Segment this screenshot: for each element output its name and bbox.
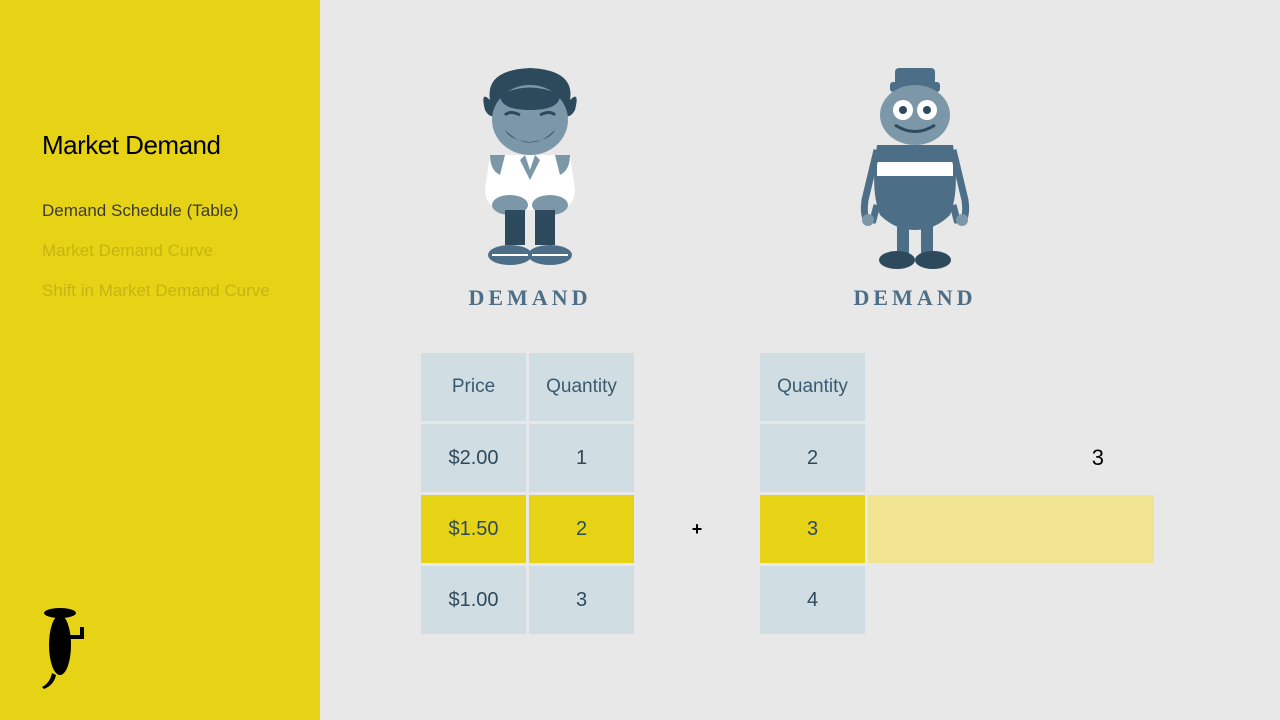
sidebar-title: Market Demand <box>42 130 290 161</box>
logo-icon <box>32 605 92 700</box>
cell-q2: 3 <box>760 495 865 563</box>
table-header-row: Price Quantity Quantity <box>421 353 1154 421</box>
cell-q2: 2 <box>760 424 865 492</box>
cell-price: $2.00 <box>421 424 526 492</box>
sidebar: Market Demand Demand Schedule (Table) Ma… <box>0 0 320 720</box>
cell-q1: 2 <box>529 495 634 563</box>
header-price: Price <box>421 353 526 421</box>
cell-price: $1.50 <box>421 495 526 563</box>
character-left-label: DEMAND <box>469 285 592 311</box>
table-row-highlight: $1.50 2 + 3 <box>421 495 1154 563</box>
cell-q1: 3 <box>529 566 634 634</box>
character-left-icon <box>430 60 630 275</box>
header-result <box>868 353 1154 421</box>
cell-op <box>637 566 757 634</box>
character-left: DEMAND <box>430 60 630 311</box>
sidebar-item-market-demand-curve[interactable]: Market Demand Curve <box>42 241 290 261</box>
character-right-label: DEMAND <box>854 285 977 311</box>
main-content: DEMAND <box>320 0 1280 720</box>
header-qty1: Quantity <box>529 353 634 421</box>
header-qty2: Quantity <box>760 353 865 421</box>
cell-sum <box>868 566 1154 634</box>
table-row: $1.00 3 4 <box>421 566 1154 634</box>
cell-q1: 1 <box>529 424 634 492</box>
character-right: DEMAND <box>815 60 1015 311</box>
cell-op: + <box>637 495 757 563</box>
character-right-icon <box>815 60 1015 275</box>
demand-tables: Price Quantity Quantity $2.00 1 2 3 $1.5… <box>418 350 1157 637</box>
cell-sum: 3 <box>868 424 1154 492</box>
header-spacer <box>637 353 757 421</box>
table-row: $2.00 1 2 3 <box>421 424 1154 492</box>
cell-sum <box>868 495 1154 563</box>
cell-q2: 4 <box>760 566 865 634</box>
sidebar-item-shift-curve[interactable]: Shift in Market Demand Curve <box>42 281 290 301</box>
cell-op <box>637 424 757 492</box>
sidebar-item-demand-schedule[interactable]: Demand Schedule (Table) <box>42 201 290 221</box>
cell-price: $1.00 <box>421 566 526 634</box>
characters-row: DEMAND <box>320 60 1280 311</box>
demand-table: Price Quantity Quantity $2.00 1 2 3 $1.5… <box>418 350 1157 637</box>
